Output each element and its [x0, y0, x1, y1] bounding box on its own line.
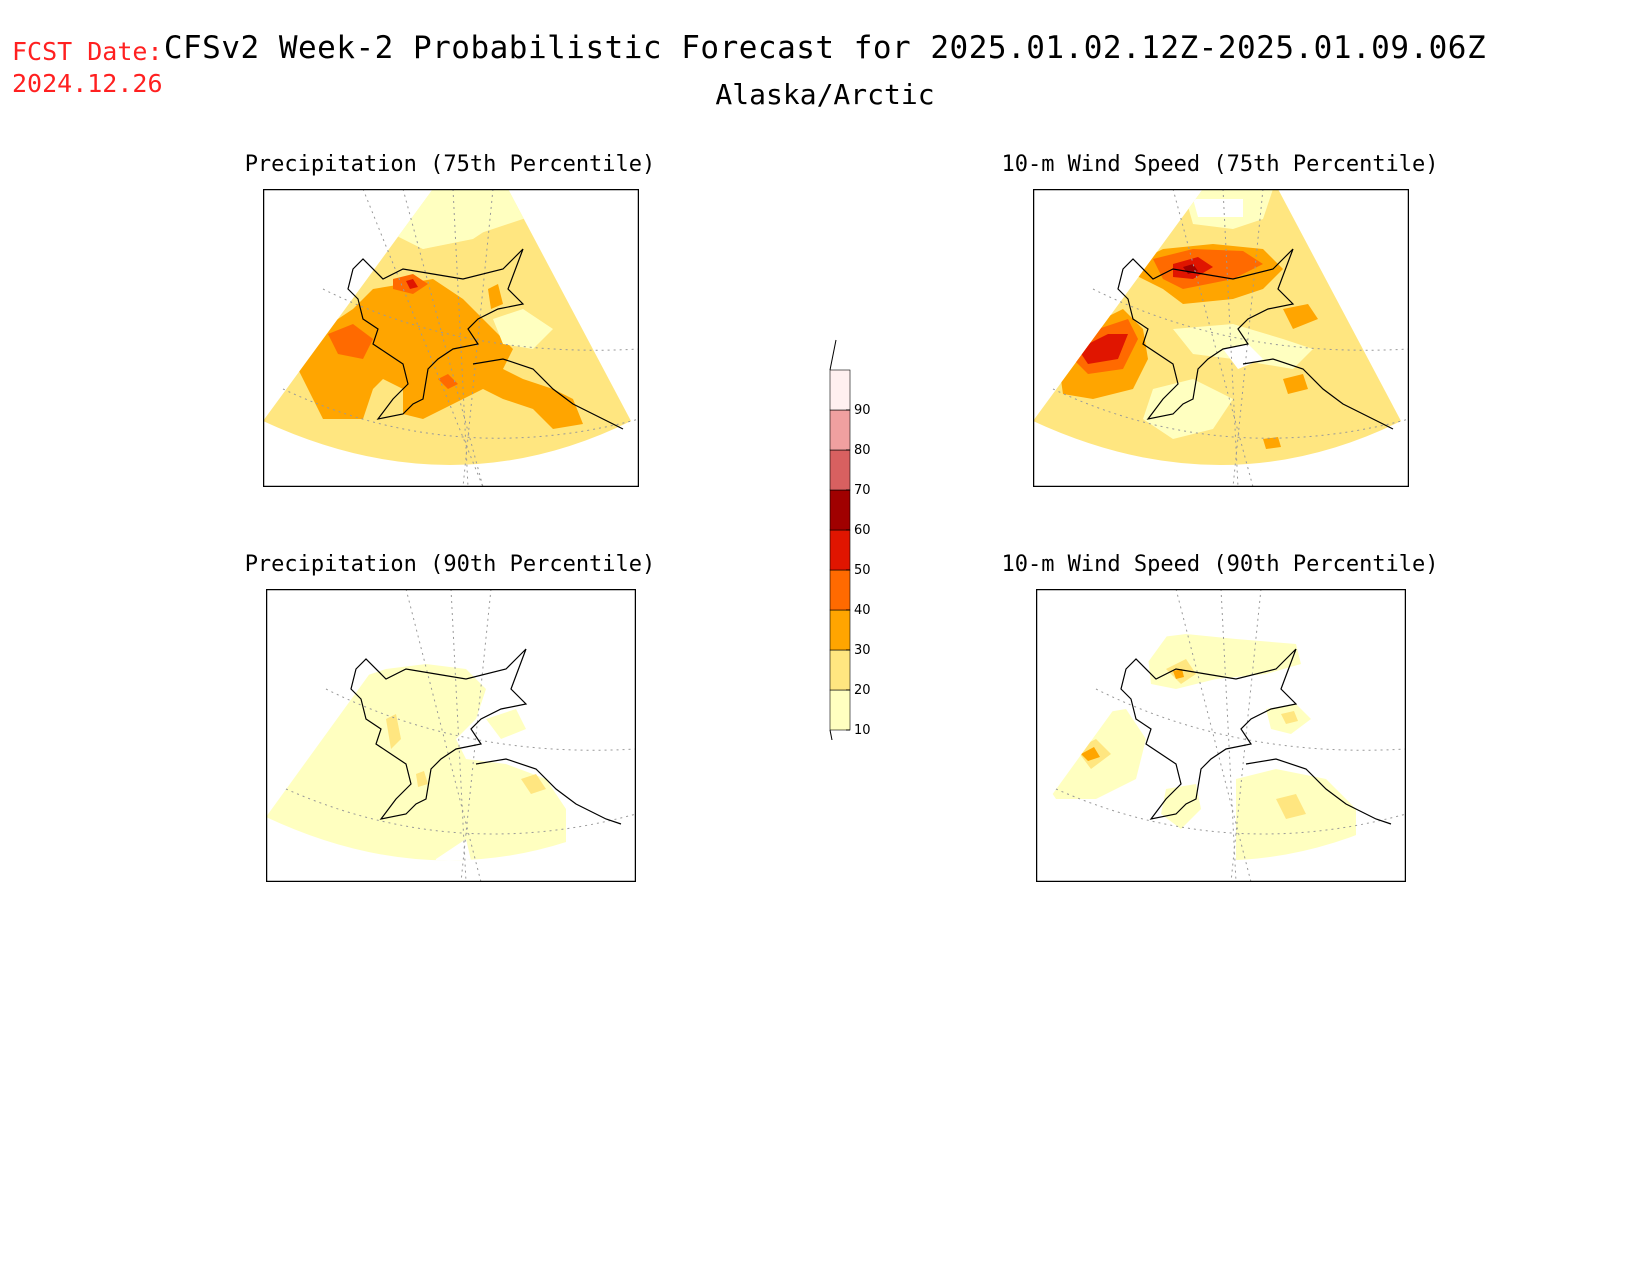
map-wind-90: [1036, 589, 1406, 882]
page-title-text: CFSv2 Week-2 Probabilistic Forecast for …: [163, 30, 1487, 66]
map-wind-75: [1033, 189, 1409, 487]
colorbar-label: 40: [854, 603, 871, 618]
panel-title-wind-75: 10-m Wind Speed (75th Percentile): [1001, 152, 1439, 177]
colorbar-label: 60: [854, 523, 871, 538]
colorbar-label: 30: [854, 643, 871, 658]
colorbar-label: 70: [854, 483, 871, 498]
panel-title-precip-75: Precipitation (75th Percentile): [244, 152, 656, 177]
forecast-date-block: FCST Date: 2024.12.26: [12, 36, 163, 100]
colorbar-cell: [829, 689, 851, 731]
page-subtitle: Alaska/Arctic: [715, 78, 935, 111]
colorbar-bottom-arrow: [829, 729, 833, 740]
forecast-date-value: 2024.12.26: [12, 69, 163, 98]
panel-title-precip-90: Precipitation (90th Percentile): [244, 552, 656, 577]
page-title: CFSv2 Week-2 Probabilistic Forecast for …: [0, 30, 1650, 66]
colorbar-label: 10: [854, 723, 871, 738]
colorbar-cell: [829, 609, 851, 651]
colorbar-cell: [829, 409, 851, 451]
colorbar-cell: [829, 369, 851, 411]
colorbar-cell: [829, 649, 851, 691]
colorbar-cell: [829, 489, 851, 531]
colorbar-top-arrow: [829, 339, 837, 371]
colorbar-cell: [829, 529, 851, 571]
colorbar-cell: [829, 569, 851, 611]
colorbar-label: 80: [854, 443, 871, 458]
panel-title-wind-90: 10-m Wind Speed (90th Percentile): [1001, 552, 1439, 577]
colorbar-label: 20: [854, 683, 871, 698]
colorbar: 10 20 30 40 50 60 70 80 90: [829, 339, 871, 740]
colorbar-label: 50: [854, 563, 871, 578]
map-precip-90: [266, 589, 636, 882]
colorbar-labels: 10 20 30 40 50 60 70 80 90: [846, 403, 871, 738]
colorbar-cell: [829, 449, 851, 491]
colorbar-label: 90: [854, 403, 871, 418]
colorbar-cells: [829, 339, 851, 740]
map-precip-75: [263, 189, 639, 487]
forecast-date-label: FCST Date:: [12, 37, 163, 66]
